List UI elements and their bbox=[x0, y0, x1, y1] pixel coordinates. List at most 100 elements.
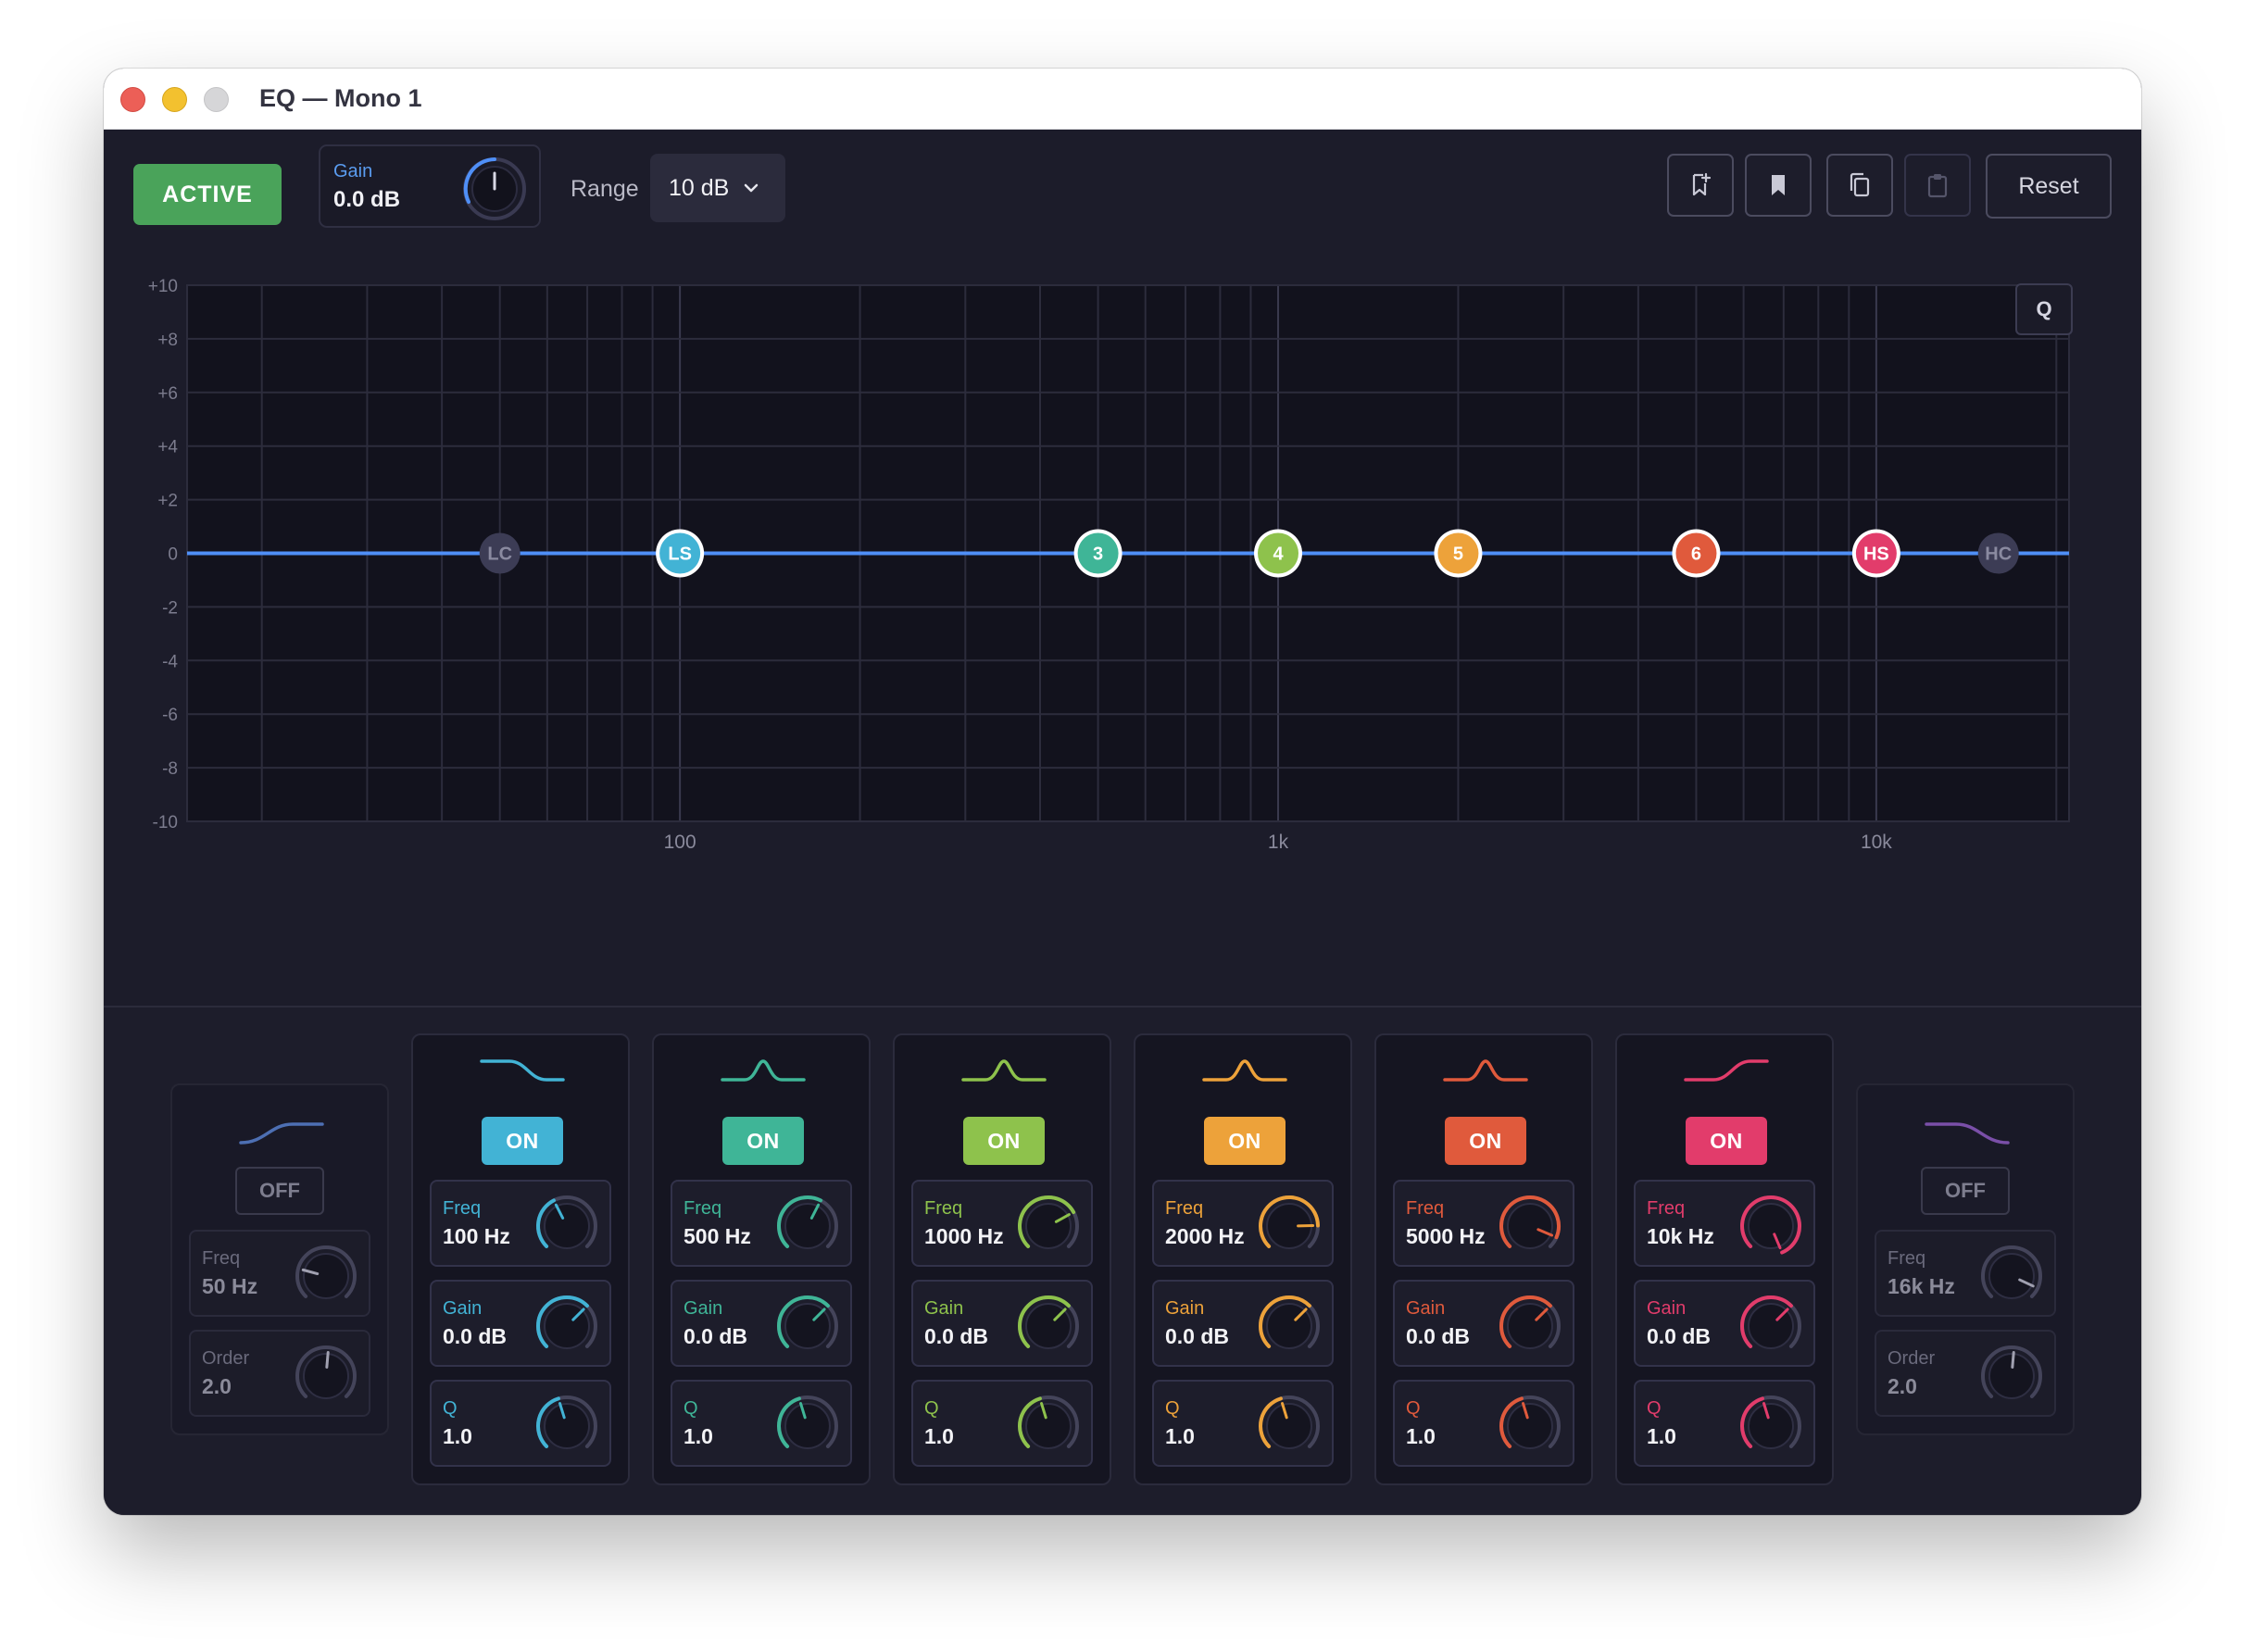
band-strip-band3: ON Freq 500 Hz Gain 0.0 dB Q 1.0 bbox=[652, 1033, 871, 1485]
param-knob[interactable] bbox=[1013, 1391, 1084, 1461]
param-q[interactable]: Q 1.0 bbox=[671, 1380, 852, 1467]
reset-button[interactable]: Reset bbox=[1986, 154, 2112, 219]
add-bookmark-button[interactable] bbox=[1667, 154, 1734, 217]
param-value: 0.0 dB bbox=[1165, 1324, 1230, 1348]
band-toggle-button[interactable]: ON bbox=[722, 1117, 804, 1165]
param-knob[interactable] bbox=[1495, 1191, 1565, 1261]
param-gain[interactable]: Gain 0.0 dB bbox=[1152, 1280, 1334, 1367]
eq-node-lc[interactable]: LC bbox=[479, 532, 520, 574]
param-freq[interactable]: Freq 10k Hz bbox=[1634, 1180, 1815, 1267]
band-toggle-button[interactable]: OFF bbox=[235, 1167, 324, 1215]
param-knob[interactable] bbox=[1976, 1341, 2047, 1411]
eq-node-hs[interactable]: HS bbox=[1851, 529, 1900, 578]
eq-node-6[interactable]: 6 bbox=[1672, 529, 1721, 578]
band-toggle-button[interactable]: ON bbox=[1445, 1117, 1526, 1165]
copy-button[interactable] bbox=[1826, 154, 1893, 217]
param-order[interactable]: Order 2.0 bbox=[1875, 1330, 2056, 1417]
param-value: 10k Hz bbox=[1647, 1224, 1714, 1248]
title-bar: EQ — Mono 1 bbox=[104, 69, 2141, 130]
band-toggle-button[interactable]: ON bbox=[482, 1117, 563, 1165]
param-gain[interactable]: Gain 0.0 dB bbox=[1634, 1280, 1815, 1367]
param-gain[interactable]: Gain 0.0 dB bbox=[671, 1280, 852, 1367]
param-gain[interactable]: Gain 0.0 dB bbox=[911, 1280, 1093, 1367]
eq-node-hc[interactable]: HC bbox=[1977, 532, 2019, 574]
param-knob[interactable] bbox=[1976, 1241, 2047, 1311]
active-toggle-button[interactable]: ACTIVE bbox=[133, 164, 282, 225]
param-q[interactable]: Q 1.0 bbox=[1634, 1380, 1815, 1467]
eq-node-3[interactable]: 3 bbox=[1073, 529, 1122, 578]
param-gain[interactable]: Gain 0.0 dB bbox=[430, 1280, 611, 1367]
param-knob[interactable] bbox=[772, 1291, 843, 1361]
band-toggle-button[interactable]: ON bbox=[1204, 1117, 1286, 1165]
output-gain-knob[interactable] bbox=[459, 154, 530, 224]
zoom-window-button[interactable] bbox=[204, 87, 229, 112]
param-freq[interactable]: Freq 1000 Hz bbox=[911, 1180, 1093, 1267]
range-select[interactable]: 10 dB bbox=[650, 154, 785, 222]
param-value: 0.0 dB bbox=[684, 1324, 748, 1348]
param-knob[interactable] bbox=[772, 1191, 843, 1261]
param-freq[interactable]: Freq 100 Hz bbox=[430, 1180, 611, 1267]
param-freq[interactable]: Freq 50 Hz bbox=[189, 1230, 370, 1317]
param-knob[interactable] bbox=[1736, 1291, 1806, 1361]
param-knob[interactable] bbox=[291, 1241, 361, 1311]
param-value: 1.0 bbox=[1165, 1424, 1195, 1448]
x-tick-label: 100 bbox=[664, 832, 696, 853]
band-strip-highcut: OFF Freq 16k Hz Order 2.0 bbox=[1856, 1083, 2075, 1435]
y-tick-label: -6 bbox=[162, 706, 178, 725]
chevron-down-icon bbox=[744, 179, 759, 198]
param-order[interactable]: Order 2.0 bbox=[189, 1330, 370, 1417]
param-knob[interactable] bbox=[772, 1391, 843, 1461]
param-knob[interactable] bbox=[1254, 1191, 1324, 1261]
param-knob[interactable] bbox=[1013, 1291, 1084, 1361]
param-knob[interactable] bbox=[1736, 1391, 1806, 1461]
q-display-button[interactable]: Q bbox=[2015, 283, 2073, 335]
close-window-button[interactable] bbox=[120, 87, 145, 112]
minimize-window-button[interactable] bbox=[162, 87, 187, 112]
bookmark-button[interactable] bbox=[1745, 154, 1812, 217]
param-q[interactable]: Q 1.0 bbox=[911, 1380, 1093, 1467]
param-freq[interactable]: Freq 2000 Hz bbox=[1152, 1180, 1334, 1267]
param-value: 1.0 bbox=[443, 1424, 472, 1448]
param-knob[interactable] bbox=[532, 1391, 602, 1461]
param-knob[interactable] bbox=[291, 1341, 361, 1411]
param-q[interactable]: Q 1.0 bbox=[430, 1380, 611, 1467]
paste-button[interactable] bbox=[1904, 154, 1971, 217]
param-knob[interactable] bbox=[1254, 1291, 1324, 1361]
filter-shape-icon bbox=[1202, 1059, 1287, 1082]
param-freq[interactable]: Freq 16k Hz bbox=[1875, 1230, 2056, 1317]
eq-node-4[interactable]: 4 bbox=[1254, 529, 1303, 578]
param-label: Freq bbox=[1647, 1198, 1686, 1219]
band-strip-highshelf: ON Freq 10k Hz Gain 0.0 dB Q 1.0 bbox=[1615, 1033, 1834, 1485]
output-gain-control[interactable]: Gain 0.0 dB bbox=[319, 144, 541, 228]
band-toggle-button[interactable]: OFF bbox=[1921, 1167, 2010, 1215]
param-knob[interactable] bbox=[1013, 1191, 1084, 1261]
param-gain[interactable]: Gain 0.0 dB bbox=[1393, 1280, 1574, 1367]
param-label: Freq bbox=[924, 1198, 963, 1219]
band-toggle-button[interactable]: ON bbox=[1686, 1117, 1767, 1165]
filter-shape-icon bbox=[1443, 1059, 1528, 1082]
eq-node-ls[interactable]: LS bbox=[656, 529, 705, 578]
param-knob[interactable] bbox=[1495, 1291, 1565, 1361]
param-freq[interactable]: Freq 5000 Hz bbox=[1393, 1180, 1574, 1267]
param-knob[interactable] bbox=[532, 1191, 602, 1261]
param-label: Gain bbox=[1406, 1298, 1446, 1319]
band-toggle-button[interactable]: ON bbox=[963, 1117, 1045, 1165]
param-knob[interactable] bbox=[1736, 1191, 1806, 1261]
filter-shape-icon bbox=[239, 1122, 324, 1145]
param-label: Q bbox=[684, 1398, 698, 1419]
param-q[interactable]: Q 1.0 bbox=[1393, 1380, 1574, 1467]
param-knob[interactable] bbox=[532, 1291, 602, 1361]
param-q[interactable]: Q 1.0 bbox=[1152, 1380, 1334, 1467]
filter-shape-icon bbox=[721, 1059, 806, 1082]
svg-text:4: 4 bbox=[1273, 544, 1284, 565]
param-label: Gain bbox=[443, 1298, 483, 1319]
param-knob[interactable] bbox=[1495, 1391, 1565, 1461]
eq-graph[interactable]: +10 +8 +6 +4 +2 0 -2 -4 -6 -8 -10 100 1k 10k LC LS 3 4 5 6 H… bbox=[104, 69, 2141, 1004]
param-knob[interactable] bbox=[1254, 1391, 1324, 1461]
svg-text:HS: HS bbox=[1863, 544, 1889, 565]
y-tick-label: 0 bbox=[168, 545, 178, 565]
eq-node-5[interactable]: 5 bbox=[1434, 529, 1483, 578]
param-label: Freq bbox=[684, 1198, 722, 1219]
param-freq[interactable]: Freq 500 Hz bbox=[671, 1180, 852, 1267]
y-tick-label: +2 bbox=[157, 492, 178, 511]
